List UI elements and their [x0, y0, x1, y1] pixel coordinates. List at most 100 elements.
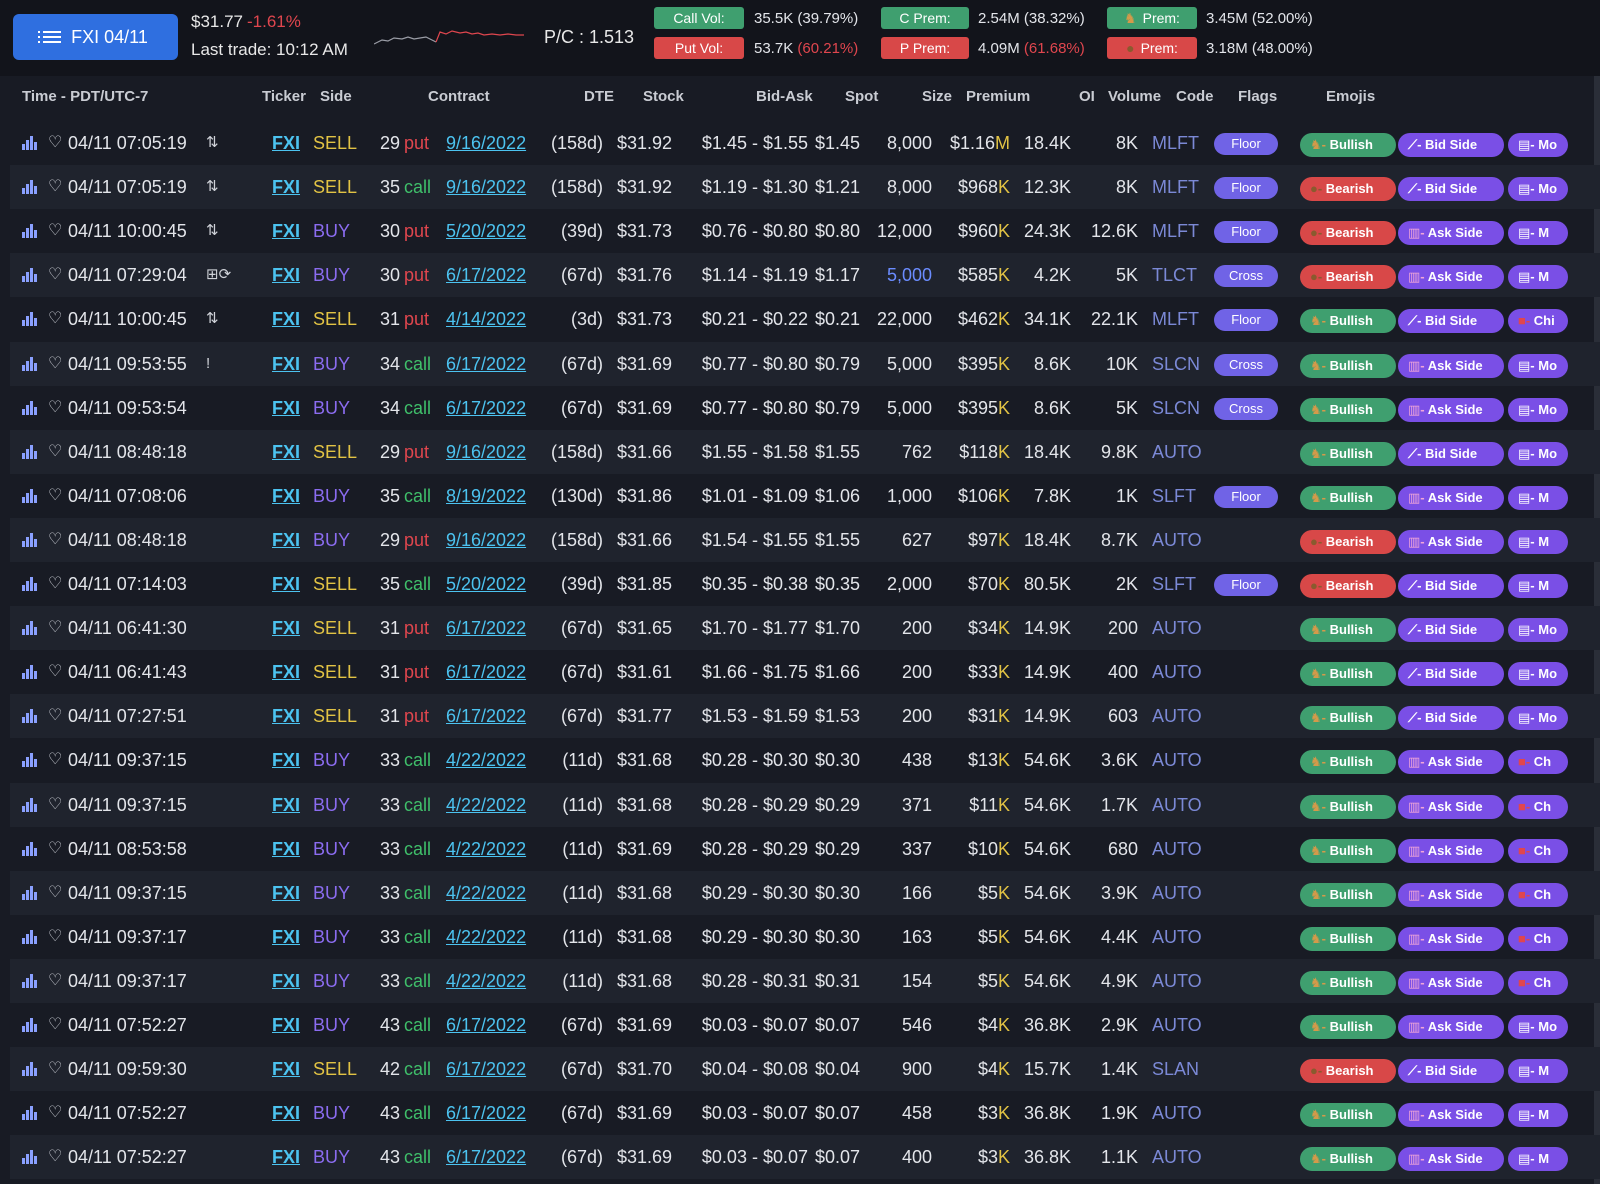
col-dte[interactable]: DTE [584, 88, 614, 105]
table-row[interactable]: ♡ 04/11 09:37:17 FXI BUY 33 call 4/22/2022 (11d… [10, 958, 1600, 1003]
more-tag[interactable]: ■- Chi [1508, 309, 1568, 334]
ask-side-tag[interactable]: ▥- Ask Side [1398, 1147, 1504, 1172]
ticker-link[interactable]: FXI [272, 750, 301, 771]
flag-pill[interactable]: Floor [1214, 133, 1278, 155]
bar-chart-icon[interactable] [22, 797, 38, 812]
heart-icon[interactable]: ♡ [48, 178, 63, 196]
expiry-link[interactable]: 9/16/2022 [446, 133, 527, 153]
more-tag[interactable]: ■- Ch [1508, 794, 1568, 819]
bullish-tag[interactable]: ♞- Bullish [1300, 838, 1396, 863]
bullish-tag[interactable]: ♞- Bullish [1300, 1147, 1396, 1172]
more-tag[interactable]: ▤- Mo [1508, 353, 1568, 378]
expiry-link[interactable]: 4/22/2022 [446, 882, 527, 903]
table-row[interactable]: ♡ 04/11 07:29:04 ⊞⟳ FXI BUY 30 put 6/17/2022 (67… [10, 253, 1600, 298]
bearish-tag[interactable]: ●- Bearish [1300, 221, 1396, 246]
ask-side-tag[interactable]: ▥- Ask Side [1398, 529, 1504, 554]
more-tag[interactable]: ■- Ch [1508, 970, 1568, 995]
more-tag[interactable]: ▤- M [1508, 529, 1568, 554]
table-row[interactable]: ♡ 04/11 07:52:27 FXI BUY 43 call 6/17/2022 (67d… [10, 1091, 1600, 1135]
more-tag[interactable]: ▤- M [1508, 485, 1568, 510]
bearish-tag[interactable]: ●- Bearish [1300, 177, 1396, 202]
symbol-date-button[interactable]: FXI 04/11 [13, 14, 178, 60]
bullish-tag[interactable]: ♞- Bullish [1300, 882, 1396, 907]
more-tag[interactable]: ■- Ch [1508, 750, 1568, 775]
more-tag[interactable]: ▤- M [1508, 265, 1568, 290]
more-tag[interactable]: ▤- M [1508, 221, 1568, 246]
heart-icon[interactable]: ♡ [48, 1148, 63, 1166]
ticker-link[interactable]: FXI [272, 838, 301, 859]
flag-pill[interactable]: Floor [1214, 485, 1278, 508]
table-row[interactable]: ♡ 04/11 09:37:15 FXI BUY 33 call 4/22/2022 (11d… [10, 782, 1600, 827]
col-oi[interactable]: OI [1079, 88, 1095, 105]
heart-icon[interactable]: ♡ [48, 1060, 63, 1078]
heart-icon[interactable]: ♡ [48, 795, 63, 813]
bid-side-tag[interactable]: ⟋- Bid Side [1398, 706, 1504, 731]
more-tag[interactable]: ■- Ch [1508, 838, 1568, 863]
ask-side-tag[interactable]: ▥- Ask Side [1398, 485, 1504, 510]
bid-side-tag[interactable]: ⟋- Bid Side [1398, 441, 1504, 466]
ask-side-tag[interactable]: ▥- Ask Side [1398, 794, 1504, 819]
heart-icon[interactable]: ♡ [48, 751, 63, 769]
flag-pill[interactable]: Floor [1214, 574, 1278, 596]
more-tag[interactable]: ▤- Mo [1508, 706, 1568, 731]
more-tag[interactable]: ▤- M [1508, 1059, 1568, 1084]
bid-side-tag[interactable]: ⟋- Bid Side [1398, 309, 1504, 334]
table-row[interactable]: ♡ 04/11 09:59:30 FXI SELL 42 call 6/17/2022 (67… [10, 1047, 1600, 1092]
col-spot[interactable]: Spot [845, 88, 879, 105]
ticker-link[interactable]: FXI [272, 397, 301, 418]
bearish-tag[interactable]: ●- Bearish [1300, 529, 1396, 554]
flag-pill[interactable]: Cross [1214, 353, 1278, 376]
ask-side-tag[interactable]: ▥- Ask Side [1398, 265, 1504, 290]
flag-pill[interactable]: Floor [1214, 221, 1278, 244]
table-row[interactable]: ♡ 04/11 09:37:17 FXI BUY 33 call 4/22/2022 (11d… [10, 915, 1600, 959]
more-tag[interactable]: ■- Ch [1508, 882, 1568, 907]
expiry-link[interactable]: 9/16/2022 [446, 529, 527, 550]
more-tag[interactable]: ▤- Mo [1508, 177, 1568, 202]
col-time[interactable]: Time - PDT/UTC-7 [22, 88, 149, 105]
bar-chart-icon[interactable] [22, 1062, 38, 1077]
ticker-link[interactable]: FXI [272, 353, 301, 374]
heart-icon[interactable]: ♡ [48, 927, 63, 945]
bar-chart-icon[interactable] [22, 400, 38, 415]
table-row[interactable]: ♡ 04/11 10:00:45 ⇅ FXI BUY 30 put 5/20/2022 (39d… [10, 209, 1600, 253]
bid-side-tag[interactable]: ⟋- Bid Side [1398, 133, 1504, 157]
col-contract[interactable]: Contract [428, 88, 490, 105]
expiry-link[interactable]: 4/22/2022 [446, 926, 527, 947]
expiry-link[interactable]: 6/17/2022 [446, 1015, 527, 1035]
heart-icon[interactable]: ♡ [48, 222, 63, 240]
ticker-link[interactable]: FXI [272, 1147, 301, 1168]
bid-side-tag[interactable]: ⟋- Bid Side [1398, 177, 1504, 202]
ticker-link[interactable]: FXI [272, 574, 301, 594]
expiry-link[interactable]: 5/20/2022 [446, 574, 527, 594]
col-size[interactable]: Size [922, 88, 953, 105]
ticker-link[interactable]: FXI [272, 882, 301, 903]
bullish-tag[interactable]: ♞- Bullish [1300, 1103, 1396, 1128]
more-tag[interactable]: ▤- Mo [1508, 662, 1568, 687]
col-bid-ask[interactable]: Bid-Ask [756, 88, 813, 105]
more-tag[interactable]: ■- Ch [1508, 926, 1568, 951]
bullish-tag[interactable]: ♞- Bullish [1300, 618, 1396, 643]
heart-icon[interactable]: ♡ [48, 707, 63, 725]
bullish-tag[interactable]: ♞- Bullish [1300, 706, 1396, 731]
bullish-tag[interactable]: ♞- Bullish [1300, 133, 1396, 157]
col-side[interactable]: Side [320, 88, 352, 105]
table-row[interactable]: ♡ 04/11 09:37:15 FXI BUY 33 call 4/22/2022 (11d… [10, 870, 1600, 915]
ask-side-tag[interactable]: ▥- Ask Side [1398, 838, 1504, 863]
ask-side-tag[interactable]: ▥- Ask Side [1398, 750, 1504, 775]
heart-icon[interactable]: ♡ [48, 398, 63, 416]
col-ticker[interactable]: Ticker [262, 88, 306, 105]
bar-chart-icon[interactable] [22, 532, 38, 547]
ticker-link[interactable]: FXI [272, 794, 301, 815]
table-row[interactable]: ♡ 04/11 07:27:51 FXI SELL 31 put 6/17/2022 (67d… [10, 694, 1600, 739]
expiry-link[interactable]: 6/17/2022 [446, 1059, 527, 1080]
ask-side-tag[interactable]: ▥- Ask Side [1398, 1103, 1504, 1128]
expiry-link[interactable]: 4/14/2022 [446, 309, 527, 330]
flag-pill[interactable]: Cross [1214, 265, 1278, 288]
heart-icon[interactable]: ♡ [48, 1016, 63, 1033]
expiry-link[interactable]: 4/22/2022 [446, 750, 527, 771]
ticker-link[interactable]: FXI [272, 441, 301, 462]
table-row[interactable]: ♡ 04/11 09:37:15 FXI BUY 33 call 4/22/2022 (11d… [10, 738, 1600, 782]
expiry-link[interactable]: 6/17/2022 [446, 1103, 527, 1124]
bar-chart-icon[interactable] [22, 1018, 38, 1032]
bar-chart-icon[interactable] [22, 753, 38, 768]
